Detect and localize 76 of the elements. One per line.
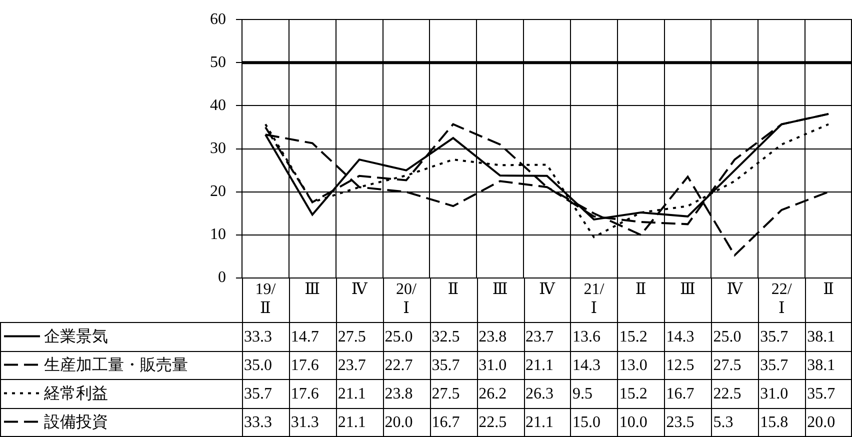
- x-tick-label: Ⅳ: [351, 280, 368, 298]
- data-label: 16.7: [666, 385, 694, 402]
- data-label: 21.1: [526, 414, 554, 431]
- legend-label: 企業景気: [44, 327, 108, 346]
- legend-label: 経常利益: [43, 384, 108, 402]
- data-label: 10.0: [619, 414, 648, 431]
- data-label: 20.0: [807, 414, 836, 431]
- y-tick-label: 40: [210, 96, 226, 114]
- data-label: 25.0: [713, 328, 742, 346]
- x-tick-label: Ⅱ: [635, 280, 646, 298]
- data-label: 15.8: [760, 414, 788, 431]
- data-label: 35.0: [244, 356, 272, 374]
- data-label: 35.7: [807, 385, 836, 402]
- data-label: 13.6: [572, 328, 600, 346]
- data-label: 31.3: [290, 414, 319, 431]
- data-label: 23.8: [384, 385, 413, 402]
- x-tick-label: 20/Ⅰ: [396, 280, 418, 318]
- x-tick-label: Ⅱ: [823, 280, 834, 298]
- x-tick-label: Ⅳ: [726, 280, 744, 298]
- x-tick-label: 22/Ⅰ: [771, 280, 792, 318]
- data-label: 31.0: [478, 356, 507, 374]
- x-tick-label: Ⅲ: [492, 280, 508, 298]
- data-label: 27.5: [432, 385, 460, 402]
- data-label: 9.5: [572, 385, 592, 402]
- data-label: 17.6: [290, 385, 319, 402]
- x-tick-label: 19/Ⅱ: [255, 280, 276, 318]
- data-label: 35.7: [760, 356, 788, 374]
- data-label: 25.0: [384, 328, 413, 346]
- data-label: 38.1: [807, 328, 836, 346]
- data-label: 22.7: [384, 356, 413, 374]
- y-tick-label: 60: [210, 10, 226, 28]
- data-label: 16.7: [432, 414, 460, 431]
- data-label: 21.1: [526, 356, 554, 374]
- data-label: 35.7: [244, 385, 272, 402]
- data-label: 33.3: [244, 328, 272, 346]
- data-label: 27.5: [713, 356, 742, 374]
- data-label: 17.6: [290, 356, 319, 374]
- data-label: 23.7: [338, 356, 366, 374]
- y-tick-label: 0: [218, 269, 226, 286]
- data-label: 5.3: [713, 414, 734, 431]
- data-label: 12.5: [666, 356, 694, 374]
- y-tick-label: 10: [210, 226, 226, 244]
- data-label: 38.1: [807, 356, 836, 374]
- data-label: 26.3: [526, 385, 554, 402]
- y-tick-label: 30: [210, 140, 226, 158]
- data-label: 22.5: [713, 385, 742, 402]
- y-tick-label: 50: [210, 54, 226, 71]
- data-label: 13.0: [619, 356, 648, 374]
- x-tick-label: 21/Ⅰ: [584, 280, 605, 318]
- data-label: 21.1: [338, 385, 366, 402]
- data-label: 20.0: [384, 414, 413, 431]
- data-label: 31.0: [760, 385, 788, 402]
- data-label: 15.2: [619, 328, 648, 346]
- x-tick-label: Ⅱ: [448, 280, 459, 298]
- data-label: 23.5: [666, 414, 694, 431]
- data-label: 35.7: [432, 356, 460, 374]
- x-tick-label: Ⅳ: [539, 280, 556, 298]
- x-tick-label: Ⅲ: [304, 280, 320, 298]
- y-tick-label: 20: [210, 183, 226, 200]
- data-label: 26.2: [478, 385, 507, 402]
- data-label: 14.7: [290, 328, 319, 346]
- data-label: 23.8: [478, 328, 507, 346]
- data-label: 35.7: [760, 328, 788, 346]
- data-label: 15.2: [619, 385, 648, 402]
- data-label: 14.3: [666, 328, 694, 346]
- legend-label: 設備投資: [44, 412, 108, 431]
- x-tick-label: Ⅲ: [680, 280, 696, 298]
- data-label: 21.1: [338, 414, 366, 431]
- data-label: 15.0: [572, 414, 600, 431]
- legend-label: 生産加工量・販売量: [44, 356, 188, 374]
- data-label: 22.5: [478, 414, 507, 431]
- data-label: 33.3: [244, 414, 272, 431]
- data-label: 27.5: [338, 328, 366, 346]
- data-label: 32.5: [432, 328, 460, 346]
- data-label: 23.7: [526, 328, 554, 346]
- data-label: 14.3: [572, 356, 600, 374]
